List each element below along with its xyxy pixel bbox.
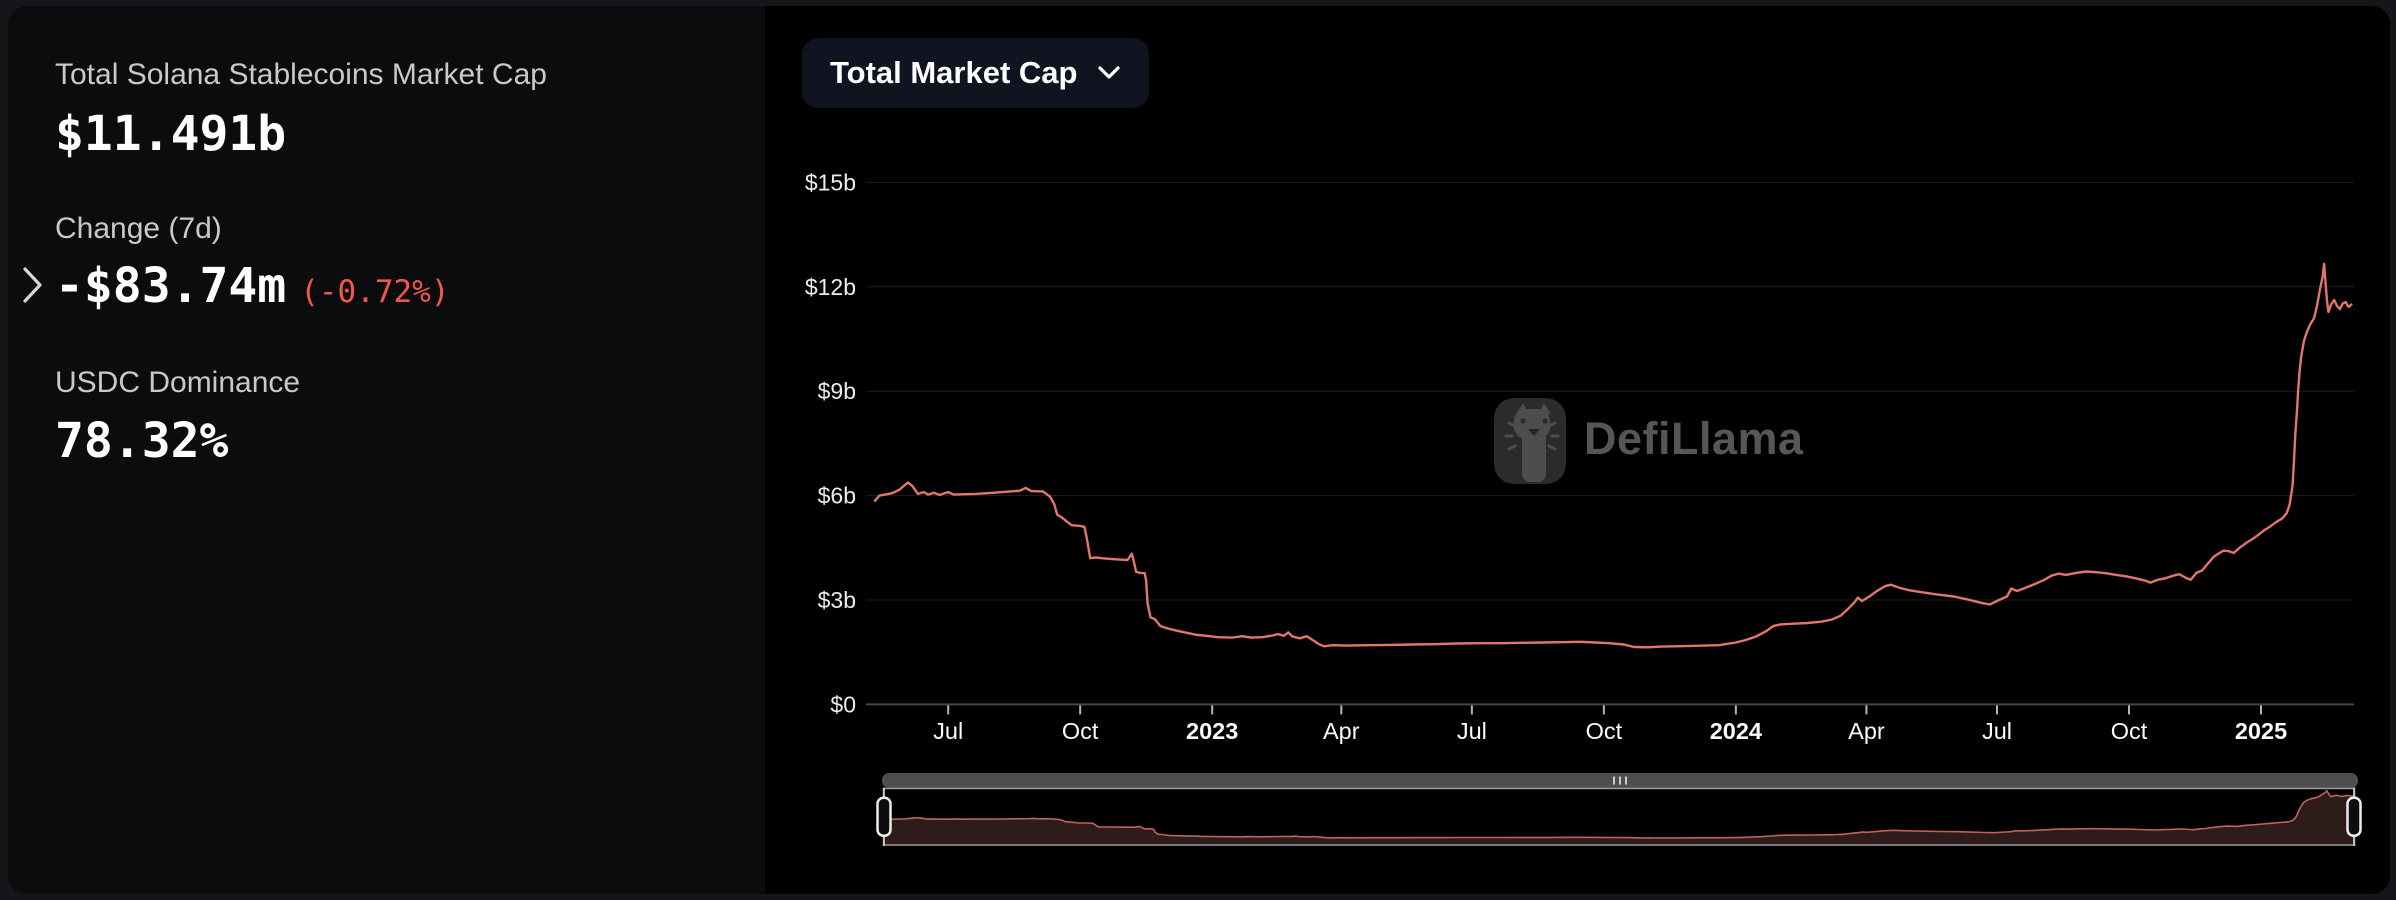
x-tick-label: Oct	[1062, 718, 1099, 744]
usdc-dominance-value: 78.32%	[55, 413, 229, 469]
x-tick-label: 2025	[2235, 718, 2287, 744]
watermark-text: DefiLlama	[1584, 413, 1804, 464]
y-grid: $0 $3b $6b $9b $12b $15b	[805, 169, 2354, 717]
stats-sidebar: Total Solana Stablecoins Market Cap $11.…	[8, 6, 765, 894]
x-tick-label: Apr	[1848, 718, 1885, 744]
main-chart-line	[873, 262, 2353, 649]
y-tick-label: $3b	[818, 587, 856, 613]
metric-dropdown-button[interactable]: Total Market Cap	[802, 38, 1150, 108]
chart-panel: Total Market Cap	[765, 6, 2390, 894]
defillama-watermark: DefiLlama	[1494, 398, 1804, 484]
x-tick-label: Jul	[1457, 718, 1487, 744]
usdc-dominance-label: USDC Dominance	[55, 366, 301, 399]
x-tick-label: Oct	[1586, 718, 1623, 744]
change-7d-value-row: -$83.74m (-0.72%)	[55, 258, 450, 314]
change-7d-label: Change (7d)	[55, 212, 222, 245]
navigator-right-handle[interactable]	[2346, 796, 2362, 837]
y-tick-label: $9b	[818, 378, 856, 404]
y-tick-label: $15b	[805, 169, 856, 195]
total-mcap-label: Total Solana Stablecoins Market Cap	[55, 58, 547, 91]
x-tick-label: Oct	[2111, 718, 2148, 744]
y-tick-label: $12b	[805, 274, 856, 300]
x-tick-label: Jul	[1982, 718, 2012, 744]
y-tick-label: $6b	[818, 483, 856, 509]
x-tick-label: 2023	[1186, 718, 1238, 744]
navigator-area[interactable]	[884, 790, 2354, 845]
y-tick-label: $0	[830, 691, 856, 717]
change-7d-percent: (-0.72%)	[300, 274, 450, 310]
total-mcap-value: $11.491b	[55, 106, 287, 162]
navigator-line	[883, 789, 2355, 839]
x-tick-label: Jul	[933, 718, 963, 744]
metric-dropdown-label: Total Market Cap	[830, 55, 1078, 90]
navigator-left-handle[interactable]	[876, 796, 892, 837]
x-tick-label: 2024	[1710, 718, 1762, 744]
change-7d-value: -$83.74m	[55, 258, 287, 314]
x-axis-labels: Jul Oct 2023 Apr Jul Oct 2024 Apr Jul Oct 2025	[933, 705, 2287, 744]
x-tick-label: Apr	[1323, 718, 1360, 744]
chevron-right-icon[interactable]	[21, 265, 45, 305]
chevron-down-icon	[1097, 65, 1121, 81]
